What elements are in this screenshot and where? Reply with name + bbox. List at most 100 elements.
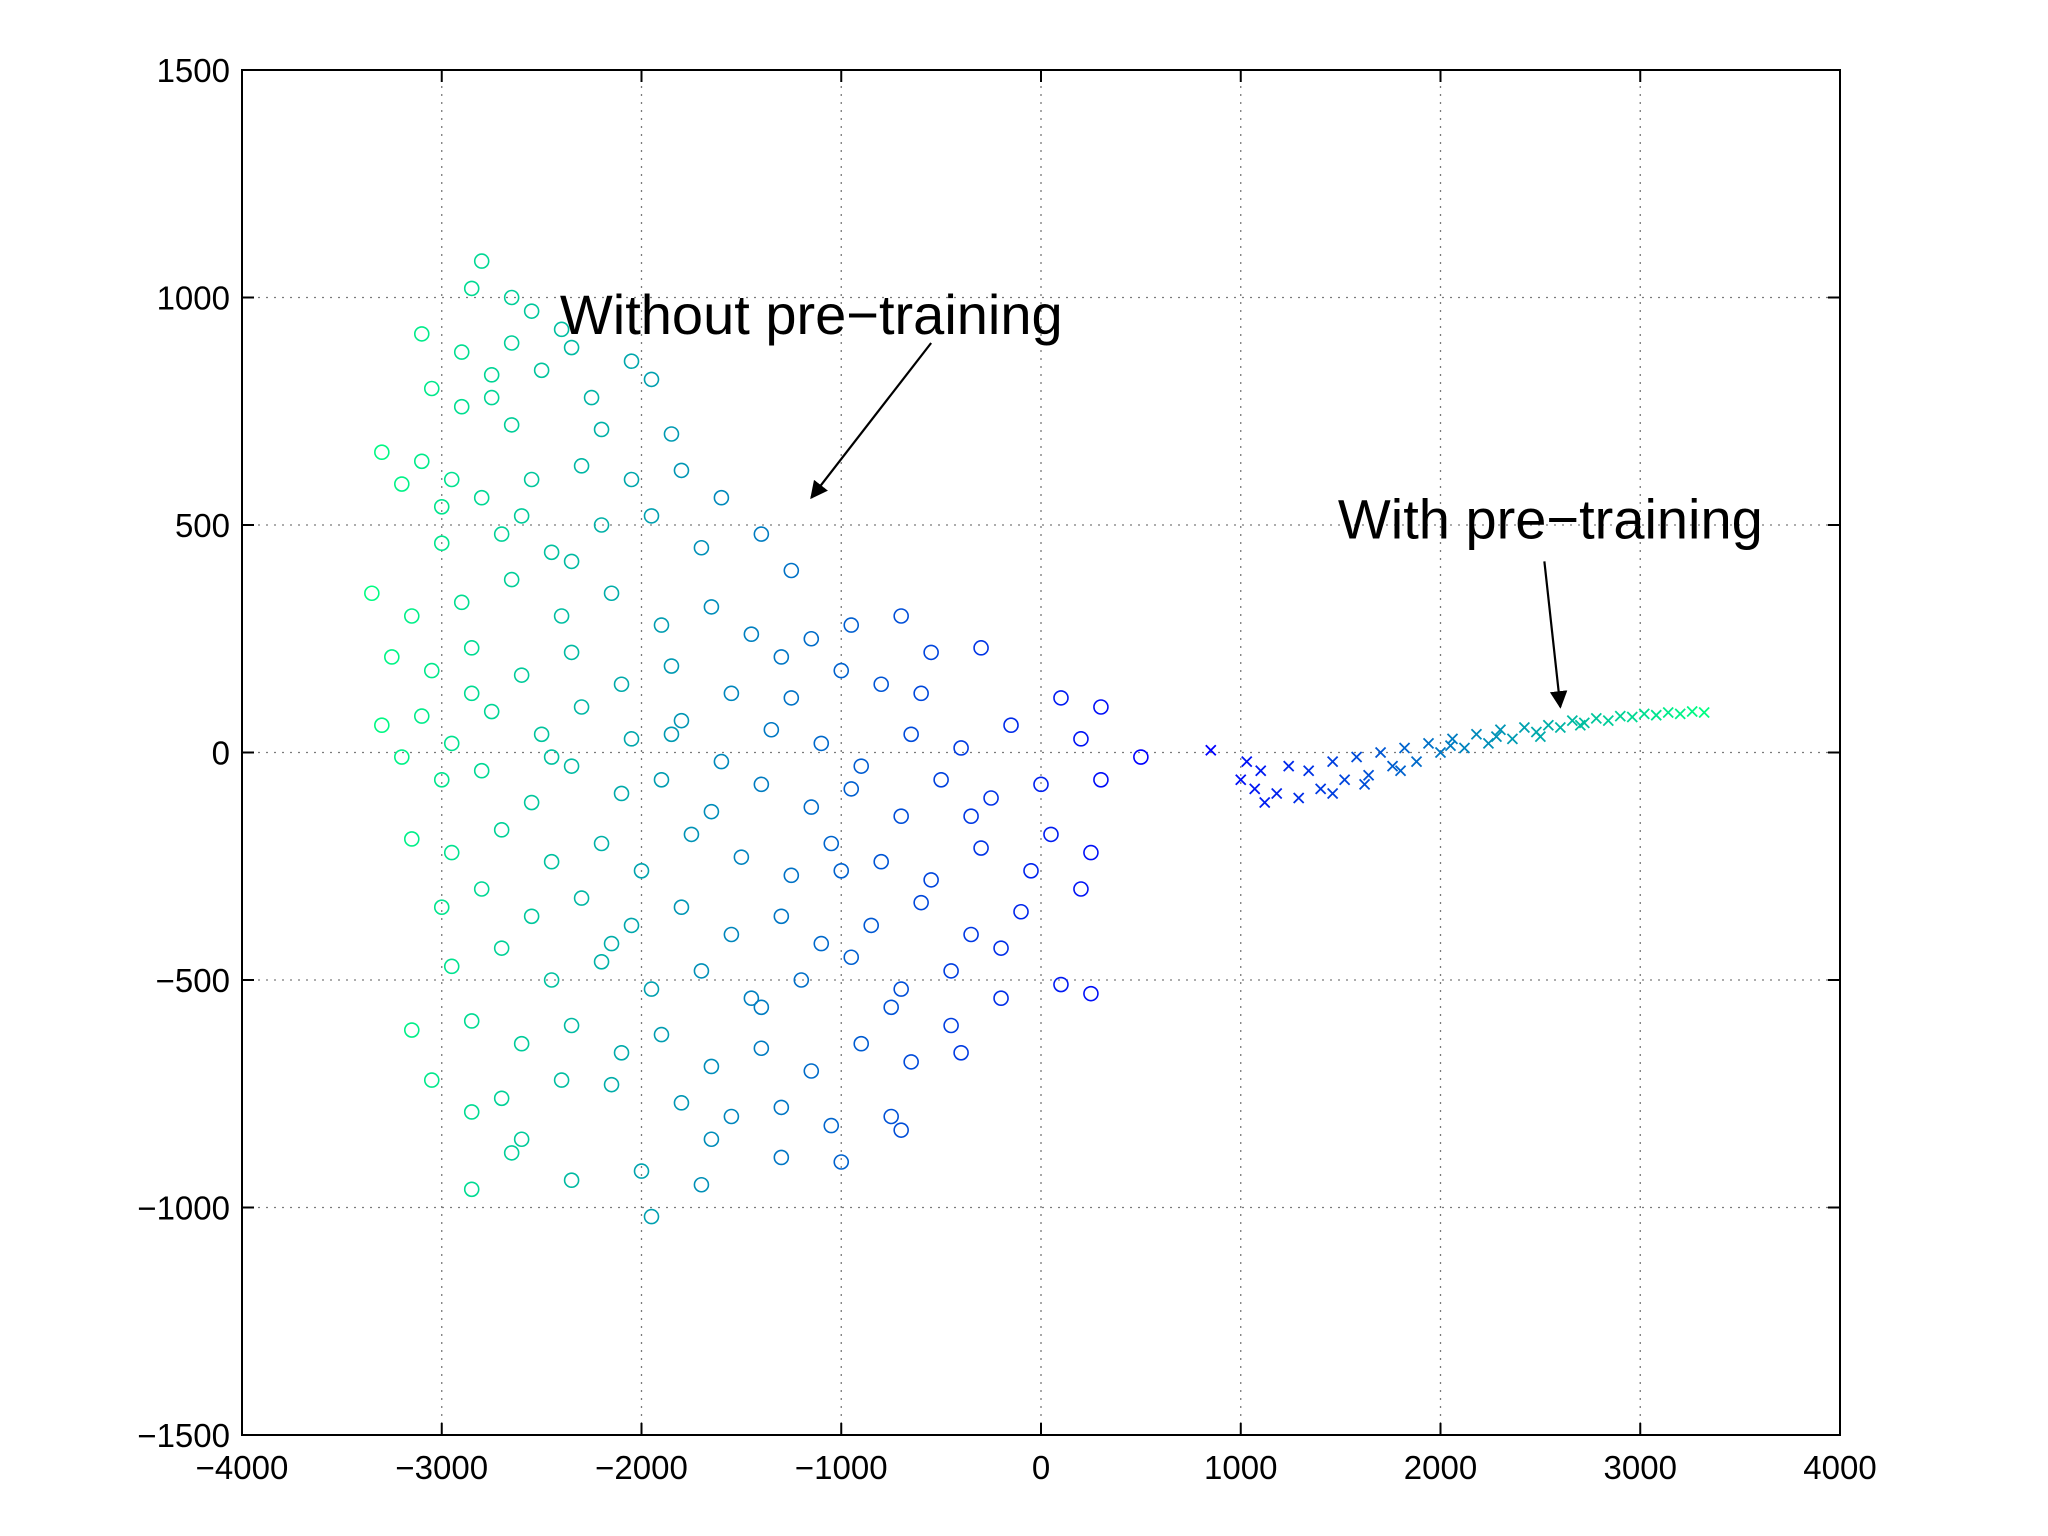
scatter-point-circle <box>673 899 690 916</box>
scatter-point-circle <box>673 712 690 729</box>
scatter-point-x <box>1398 742 1411 754</box>
scatter-point-circle <box>753 999 770 1016</box>
scatter-point-x <box>1602 715 1614 727</box>
scatter-point-circle <box>553 1072 570 1088</box>
scatter-point-circle <box>913 894 929 911</box>
scatter-point-circle <box>374 717 390 734</box>
scatter-point-circle <box>823 1117 840 1134</box>
scatter-point-circle <box>843 949 860 966</box>
scatter-point-circle <box>613 1045 630 1061</box>
scatter-point-circle <box>523 471 540 488</box>
scatter-point-circle <box>503 1145 520 1161</box>
scatter-point-x <box>1494 724 1507 736</box>
scatter-point-circle <box>1083 985 1099 1002</box>
scatter-point-circle <box>853 758 870 774</box>
scatter-point-circle <box>1003 717 1019 734</box>
y-tick-label: 0 <box>212 735 230 772</box>
y-tick-label: 1000 <box>157 280 230 317</box>
scatter-point-circle <box>563 1017 580 1034</box>
scatter-point-circle <box>463 1013 480 1029</box>
scatter-point-circle <box>393 749 410 765</box>
scatter-point-circle <box>1043 826 1059 843</box>
scatter-point-circle <box>563 758 580 774</box>
scatter-point-circle <box>473 489 490 506</box>
scatter-point-circle <box>563 1172 580 1188</box>
scatter-point-circle <box>403 608 420 624</box>
scatter-point-circle <box>503 289 520 306</box>
scatter-point-circle <box>693 539 710 556</box>
y-tick-label: −1000 <box>137 1190 230 1227</box>
scatter-point-circle <box>503 417 520 433</box>
scatter-point-circle <box>623 731 640 747</box>
scatter-point-circle <box>883 1108 899 1125</box>
x-tick-label: 1000 <box>1204 1449 1277 1486</box>
scatter-point-circle <box>1073 881 1089 897</box>
scatter-point-x <box>1338 774 1351 786</box>
scatter-point-circle <box>1093 699 1109 715</box>
scatter-point-circle <box>513 1035 530 1052</box>
scatter-point-circle <box>463 1181 480 1198</box>
scatter-point-circle <box>953 740 969 756</box>
scatter-point-x <box>1303 765 1315 777</box>
scatter-point-circle <box>763 721 780 738</box>
scatter-point-circle <box>913 685 929 702</box>
scatter-point-x <box>1554 721 1566 734</box>
scatter-point-circle <box>1053 976 1069 993</box>
scatter-point-circle <box>503 335 520 351</box>
scatter-point-circle <box>523 303 540 319</box>
scatter-point-circle <box>813 935 830 952</box>
scatter-point-circle <box>703 803 720 820</box>
scatter-point-circle <box>753 526 770 542</box>
scatter-point-circle <box>1023 862 1039 879</box>
axis-ticks: −4000 −3000 −2000 −1000 0 1000 2000 3000 4000 −15… <box>137 52 1876 1486</box>
scatter-point-circle <box>773 908 790 925</box>
scatter-point-circle <box>384 649 400 665</box>
scatter-point-circle <box>463 1104 480 1120</box>
scatter-point-circle <box>643 981 660 997</box>
scatter-point-circle <box>493 526 510 542</box>
scatter-point-circle <box>833 862 850 879</box>
scatter-point-x <box>1638 708 1650 720</box>
scatter-point-x <box>1241 755 1253 768</box>
scatter-point-x <box>1614 710 1626 722</box>
scatter-point-circle <box>793 972 810 988</box>
scatter-point-circle <box>633 862 650 879</box>
x-tick-label: −1000 <box>795 1449 888 1486</box>
scatter-point-circle <box>843 617 860 633</box>
scatter-point-circle <box>483 703 500 720</box>
scatter-point-circle <box>573 458 590 474</box>
scatter-point-circle <box>863 917 880 934</box>
scatter-point-circle <box>893 1122 909 1138</box>
scatter-point-circle <box>973 640 989 656</box>
scatter-point-x <box>1686 705 1698 718</box>
scatter-point-x <box>1386 760 1399 772</box>
scatter-point-x <box>1434 746 1447 759</box>
scatter-point-circle <box>623 471 640 488</box>
scatter-point-circle <box>903 1054 919 1070</box>
scatter-point-circle <box>563 644 580 661</box>
scatter-point-circle <box>933 771 949 788</box>
scatter-point-circle <box>393 476 410 492</box>
scatter-point-circle <box>853 1035 870 1052</box>
scatter-point-circle <box>413 453 430 470</box>
scatter-point-circle <box>463 640 480 656</box>
scatter-point-circle <box>364 585 380 602</box>
scatter-point-circle <box>593 421 610 438</box>
scatter-point-circle <box>483 389 500 406</box>
x-tick-label: 2000 <box>1404 1449 1477 1486</box>
scatter-point-circle <box>833 662 850 679</box>
scatter-point-circle <box>813 735 830 752</box>
scatter-point-circle <box>663 658 680 674</box>
scatter-point-circle <box>463 685 480 702</box>
scatter-point-circle <box>973 840 989 856</box>
scatter-point-circle <box>993 990 1009 1007</box>
scatter-point-circle <box>583 389 600 406</box>
scatter-point-x <box>1362 769 1375 781</box>
scatter-point-circle <box>1033 776 1049 793</box>
scatter-point-circle <box>493 1090 510 1107</box>
scatter-point-circle <box>783 690 800 706</box>
scatter-point-circle <box>443 958 460 975</box>
scatter-point-x <box>1650 709 1662 721</box>
scatter-point-x <box>1542 719 1554 731</box>
scatter-point-circle <box>1073 731 1089 747</box>
